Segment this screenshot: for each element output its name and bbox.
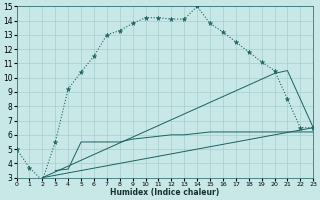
X-axis label: Humidex (Indice chaleur): Humidex (Indice chaleur) xyxy=(110,188,220,197)
